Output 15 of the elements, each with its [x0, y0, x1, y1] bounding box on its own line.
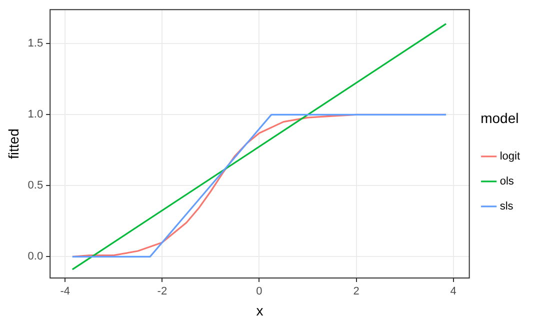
y-tick-label: 0.5: [28, 180, 44, 192]
x-tick-label: 0: [256, 286, 262, 298]
x-tick-label: 2: [353, 286, 360, 298]
x-tick-label: -2: [157, 286, 168, 298]
legend-title: model: [480, 110, 519, 126]
x-axis-title: x: [256, 302, 264, 318]
legend-label: ols: [500, 175, 514, 188]
legend-label: logit: [500, 150, 520, 162]
y-tick-label: 1.0: [28, 108, 44, 121]
x-tick-label: -4: [60, 286, 70, 298]
y-tick-label: 1.5: [28, 38, 44, 50]
legend-label: sls: [500, 200, 514, 212]
y-tick-label: 0.0: [28, 250, 44, 263]
y-axis-title: fitted: [5, 128, 22, 159]
x-tick-label: 4: [450, 286, 456, 298]
